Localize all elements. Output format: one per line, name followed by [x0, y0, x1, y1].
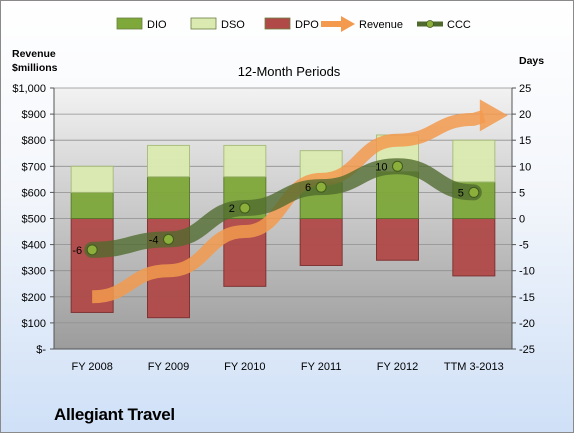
right-tick-label: -20: [519, 318, 535, 330]
ccc-point: [86, 244, 98, 256]
right-tick-label: 0: [519, 214, 525, 226]
left-tick-label: $300: [22, 266, 46, 278]
x-tick-label: FY 2009: [148, 361, 189, 373]
company-name: Allegiant Travel: [54, 405, 175, 424]
legend-label-dio: DIO: [147, 19, 167, 31]
dio-bar: [376, 171, 419, 220]
left-tick-label: $400: [22, 240, 46, 252]
left-axis-label-line2: $millions: [12, 62, 58, 74]
right-tick-label: -25: [519, 344, 535, 356]
ccc-point: [239, 202, 251, 214]
x-tick-label: TTM 3-2013: [444, 361, 504, 373]
ccc-data-label: 10: [375, 161, 387, 173]
ccc-point: [392, 160, 403, 172]
dso-bar: [452, 139, 496, 183]
ccc-data-label: 5: [458, 187, 464, 199]
dpo-bar: [376, 218, 419, 261]
ccc-data-label: -6: [72, 245, 82, 257]
right-axis-label: Days: [519, 55, 544, 67]
legend-label-dso: DSO: [221, 19, 245, 31]
left-tick-label: $700: [22, 161, 46, 173]
x-tick-label: FY 2011: [301, 361, 342, 373]
ccc-line: [84, 158, 482, 258]
ccc-point: [315, 181, 327, 193]
right-tick-label: 25: [519, 83, 531, 95]
legend: DIO DSO DPO Revenue CCC: [116, 16, 471, 32]
legend-swatch-dio: [116, 17, 143, 30]
right-tick-label: -5: [519, 240, 529, 252]
dpo-bar: [299, 218, 343, 266]
legend-label-dpo: DPO: [295, 19, 319, 31]
left-tick-label: $100: [22, 318, 46, 330]
right-tick-label: 20: [519, 109, 531, 121]
ccc-line-layer: -6 -4 2 6 10 5: [72, 158, 482, 258]
left-tick-label: $600: [22, 187, 46, 199]
legend-swatch-dso: [190, 17, 217, 30]
legend-label-revenue: Revenue: [359, 19, 403, 31]
right-tick-label: 10: [519, 161, 531, 173]
right-tick-label: 5: [519, 187, 525, 199]
right-tick-label: -15: [519, 292, 535, 304]
x-tick-label: FY 2008: [71, 361, 112, 373]
ccc-point: [163, 233, 174, 245]
left-axis-label-line1: Revenue: [12, 48, 56, 60]
left-tick-label: $200: [22, 292, 46, 304]
legend-swatch-dpo: [264, 17, 291, 30]
right-tick-label: 15: [519, 135, 531, 147]
revenue-arrowhead: [479, 99, 508, 132]
grid-lines: [54, 87, 512, 350]
x-tick-label: FY 2012: [377, 361, 418, 373]
left-tick-label: $500: [22, 214, 46, 226]
dso-bar: [223, 144, 267, 178]
chart-title: 12-Month Periods: [238, 64, 341, 79]
left-tick-label: $800: [22, 135, 46, 147]
x-tick-label: FY 2010: [224, 361, 265, 373]
legend-marker-ccc: [426, 20, 434, 28]
legend-arrowhead-revenue: [341, 16, 355, 32]
dso-bar: [147, 144, 190, 178]
right-tick-label: -10: [519, 266, 535, 278]
dio-bar: [70, 191, 114, 219]
ccc-data-label: 2: [229, 203, 235, 215]
ccc-point: [468, 186, 480, 198]
left-tick-label: $900: [22, 109, 46, 121]
axes: $- $100 $200 $300 $400 $500 $600 $700 $800 $900 $1…: [12, 83, 535, 373]
left-tick-label: $-: [36, 344, 46, 356]
dio-bar: [147, 176, 190, 220]
dpo-bar: [452, 218, 496, 277]
left-tick-label: $1,000: [12, 83, 46, 95]
legend-label-ccc: CCC: [447, 19, 471, 31]
ccc-data-label: 6: [305, 182, 311, 194]
dso-bar: [70, 165, 114, 193]
ccc-data-label: -4: [149, 234, 159, 246]
